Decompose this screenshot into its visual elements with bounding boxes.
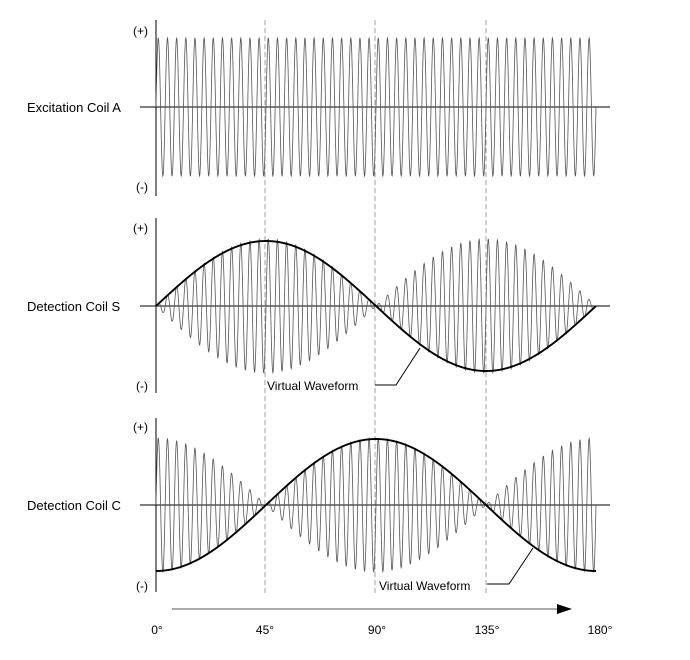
panel-detection-coil-s: (+) Detection Coil S (-) Virtual Wavefor… — [27, 218, 610, 393]
virtual-waveform-curve — [155, 240, 597, 372]
carrier-waveform — [155, 36, 597, 178]
plus-label: (+) — [133, 221, 148, 235]
panel-detection-coil-c: (+) Detection Coil C (-) Virtual Wavefor… — [27, 418, 610, 593]
plus-label: (+) — [133, 24, 148, 38]
coil-label: Excitation Coil A — [27, 100, 121, 115]
angle-tick-45: 45° — [256, 623, 274, 637]
callout-leader — [487, 547, 534, 585]
minus-label: (-) — [136, 180, 148, 194]
angle-tick-90: 90° — [368, 623, 386, 637]
modulated-waveform — [155, 436, 597, 574]
angle-axis: 0° 45° 90° 135° 180° — [151, 604, 613, 637]
coil-label: Detection Coil S — [27, 299, 121, 314]
virtual-waveform-curve — [156, 438, 596, 572]
callout-leader — [375, 347, 421, 386]
angle-tick-0: 0° — [151, 623, 163, 637]
angle-tick-135: 135° — [475, 623, 500, 637]
minus-label: (-) — [136, 379, 148, 393]
plus-label: (+) — [133, 420, 148, 434]
angle-arrow-head-icon — [557, 604, 572, 614]
minus-label: (-) — [136, 579, 148, 593]
angle-tick-180: 180° — [588, 623, 613, 637]
coil-label: Detection Coil C — [27, 498, 121, 513]
panel-excitation-coil-a: (+) Excitation Coil A (-) — [27, 20, 610, 196]
callout-label: Virtual Waveform — [267, 379, 358, 393]
callout-label: Virtual Waveform — [379, 579, 470, 593]
